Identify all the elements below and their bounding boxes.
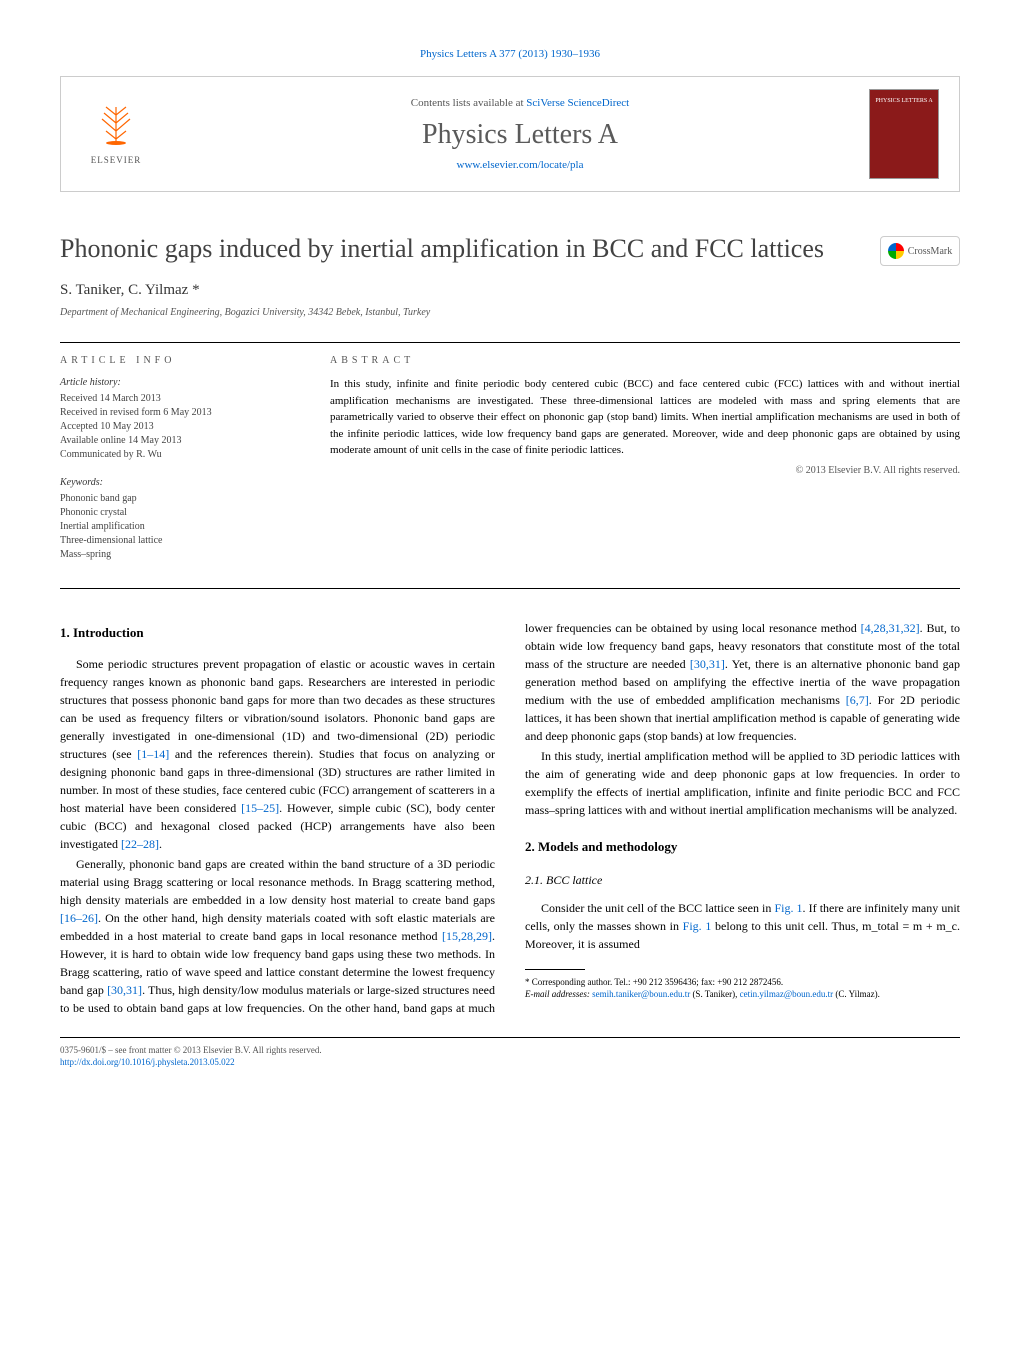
history-line: Received 14 March 2013 bbox=[60, 392, 310, 406]
history-line: Received in revised form 6 May 2013 bbox=[60, 406, 310, 420]
email-link[interactable]: semih.taniker@boun.edu.tr bbox=[592, 989, 690, 999]
body-text: Some periodic structures prevent propaga… bbox=[60, 657, 495, 761]
article-history-block: Article history: Received 14 March 2013 … bbox=[60, 376, 310, 462]
article-title: Phononic gaps induced by inertial amplif… bbox=[60, 232, 860, 266]
elsevier-logo[interactable]: ELSEVIER bbox=[81, 94, 151, 174]
journal-reference: Physics Letters A 377 (2013) 1930–1936 bbox=[60, 48, 960, 60]
doi-link[interactable]: http://dx.doi.org/10.1016/j.physleta.201… bbox=[60, 1057, 235, 1067]
footnote-text: (C. Yilmaz). bbox=[833, 989, 880, 999]
corresponding-author-footnote: * Corresponding author. Tel.: +90 212 35… bbox=[525, 976, 960, 1001]
reference-link[interactable]: [22–28] bbox=[121, 837, 159, 851]
journal-header: ELSEVIER Contents lists available at Sci… bbox=[60, 76, 960, 192]
elsevier-tree-icon bbox=[96, 103, 136, 155]
article-info-heading: ARTICLE INFO bbox=[60, 355, 310, 366]
footnote-text: E-mail addresses: bbox=[525, 989, 592, 999]
contents-line: Contents lists available at SciVerse Sci… bbox=[171, 97, 869, 109]
title-row: Phononic gaps induced by inertial amplif… bbox=[60, 232, 960, 266]
history-label: Article history: bbox=[60, 376, 310, 390]
crossmark-badge[interactable]: CrossMark bbox=[880, 236, 960, 266]
footnote-separator bbox=[525, 969, 585, 970]
reference-link[interactable]: [15–25] bbox=[241, 801, 279, 815]
journal-name: Physics Letters A bbox=[171, 119, 869, 151]
affiliation: Department of Mechanical Engineering, Bo… bbox=[60, 307, 960, 318]
abstract-text: In this study, infinite and finite perio… bbox=[330, 376, 960, 459]
body-columns: 1. Introduction Some periodic structures… bbox=[60, 619, 960, 1017]
history-line: Accepted 10 May 2013 bbox=[60, 420, 310, 434]
journal-ref-link[interactable]: Physics Letters A 377 (2013) 1930–1936 bbox=[420, 48, 600, 60]
article-info-column: ARTICLE INFO Article history: Received 1… bbox=[60, 355, 330, 576]
bottom-separator bbox=[60, 1037, 960, 1038]
keyword: Inertial amplification bbox=[60, 520, 310, 534]
info-abstract-row: ARTICLE INFO Article history: Received 1… bbox=[60, 342, 960, 589]
body-text: Generally, phononic band gaps are create… bbox=[60, 857, 495, 907]
journal-url: www.elsevier.com/locate/pla bbox=[171, 159, 869, 171]
figure-link[interactable]: Fig. 1 bbox=[774, 901, 802, 915]
cover-title: PHYSICS LETTERS A bbox=[875, 98, 932, 104]
history-line: Communicated by R. Wu bbox=[60, 448, 310, 462]
email-link[interactable]: cetin.yilmaz@boun.edu.tr bbox=[740, 989, 834, 999]
elsevier-label: ELSEVIER bbox=[91, 155, 142, 165]
body-text: In this study, inertial amplification me… bbox=[525, 749, 960, 817]
keyword: Mass–spring bbox=[60, 548, 310, 562]
abstract-copyright: © 2013 Elsevier B.V. All rights reserved… bbox=[330, 465, 960, 476]
body-text: Consider the unit cell of the BCC lattic… bbox=[541, 901, 774, 915]
footnote-line: E-mail addresses: semih.taniker@boun.edu… bbox=[525, 988, 960, 1001]
reference-link[interactable]: [30,31] bbox=[690, 657, 725, 671]
abstract-heading: ABSTRACT bbox=[330, 355, 960, 366]
history-line: Available online 14 May 2013 bbox=[60, 434, 310, 448]
keyword: Phononic band gap bbox=[60, 492, 310, 506]
reference-link[interactable]: [16–26] bbox=[60, 911, 98, 925]
reference-link[interactable]: [4,28,31,32] bbox=[861, 621, 920, 635]
contents-prefix: Contents lists available at bbox=[411, 97, 526, 109]
keywords-label: Keywords: bbox=[60, 476, 310, 490]
reference-link[interactable]: [30,31] bbox=[107, 983, 142, 997]
section-heading-models: 2. Models and methodology bbox=[525, 837, 960, 857]
sciencedirect-link[interactable]: SciVerse ScienceDirect bbox=[526, 97, 629, 109]
journal-cover-thumbnail[interactable]: PHYSICS LETTERS A bbox=[869, 89, 939, 179]
body-paragraph: In this study, inertial amplification me… bbox=[525, 747, 960, 819]
header-center: Contents lists available at SciVerse Sci… bbox=[171, 97, 869, 171]
crossmark-icon bbox=[888, 243, 904, 259]
bottom-metadata: 0375-9601/$ – see front matter © 2013 El… bbox=[60, 1044, 960, 1069]
reference-link[interactable]: [1–14] bbox=[137, 747, 169, 761]
reference-link[interactable]: [15,28,29] bbox=[442, 929, 492, 943]
body-paragraph: Consider the unit cell of the BCC lattic… bbox=[525, 899, 960, 953]
footnote-block: * Corresponding author. Tel.: +90 212 35… bbox=[525, 969, 960, 1001]
subsection-heading-bcc: 2.1. BCC lattice bbox=[525, 871, 960, 889]
keyword: Three-dimensional lattice bbox=[60, 534, 310, 548]
keywords-block: Keywords: Phononic band gap Phononic cry… bbox=[60, 476, 310, 562]
footnote-text: (S. Taniker), bbox=[690, 989, 739, 999]
authors: S. Taniker, C. Yilmaz * bbox=[60, 282, 960, 299]
journal-url-link[interactable]: www.elsevier.com/locate/pla bbox=[457, 159, 584, 171]
body-text: . bbox=[159, 837, 162, 851]
abstract-column: ABSTRACT In this study, infinite and fin… bbox=[330, 355, 960, 576]
reference-link[interactable]: [6,7] bbox=[846, 693, 869, 707]
front-matter-line: 0375-9601/$ – see front matter © 2013 El… bbox=[60, 1044, 960, 1057]
body-text: . On the other hand, high density materi… bbox=[60, 911, 495, 943]
section-heading-intro: 1. Introduction bbox=[60, 623, 495, 643]
page-container: Physics Letters A 377 (2013) 1930–1936 E… bbox=[0, 0, 1020, 1117]
footnote-line: * Corresponding author. Tel.: +90 212 35… bbox=[525, 976, 960, 989]
figure-link[interactable]: Fig. 1 bbox=[683, 919, 712, 933]
crossmark-label: CrossMark bbox=[908, 246, 952, 257]
keyword: Phononic crystal bbox=[60, 506, 310, 520]
body-paragraph: Some periodic structures prevent propaga… bbox=[60, 655, 495, 853]
